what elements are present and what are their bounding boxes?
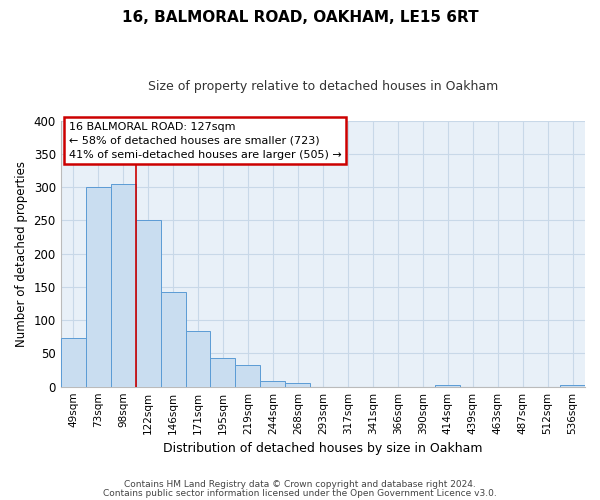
Bar [61,338,86,386]
Text: Contains public sector information licensed under the Open Government Licence v3: Contains public sector information licen… [103,488,497,498]
Text: Contains HM Land Registry data © Crown copyright and database right 2024.: Contains HM Land Registry data © Crown c… [124,480,476,489]
Bar [286,382,310,386]
X-axis label: Distribution of detached houses by size in Oakham: Distribution of detached houses by size … [163,442,482,455]
Text: 16, BALMORAL ROAD, OAKHAM, LE15 6RT: 16, BALMORAL ROAD, OAKHAM, LE15 6RT [122,10,478,25]
Bar [136,220,161,386]
Bar [211,358,235,386]
Bar [235,366,260,386]
Bar [260,380,286,386]
Bar [86,187,110,386]
Text: 16 BALMORAL ROAD: 127sqm
← 58% of detached houses are smaller (723)
41% of semi-: 16 BALMORAL ROAD: 127sqm ← 58% of detach… [68,122,341,160]
Bar [161,292,185,386]
Title: Size of property relative to detached houses in Oakham: Size of property relative to detached ho… [148,80,498,93]
Y-axis label: Number of detached properties: Number of detached properties [15,160,28,346]
Bar [185,332,211,386]
Bar [110,184,136,386]
